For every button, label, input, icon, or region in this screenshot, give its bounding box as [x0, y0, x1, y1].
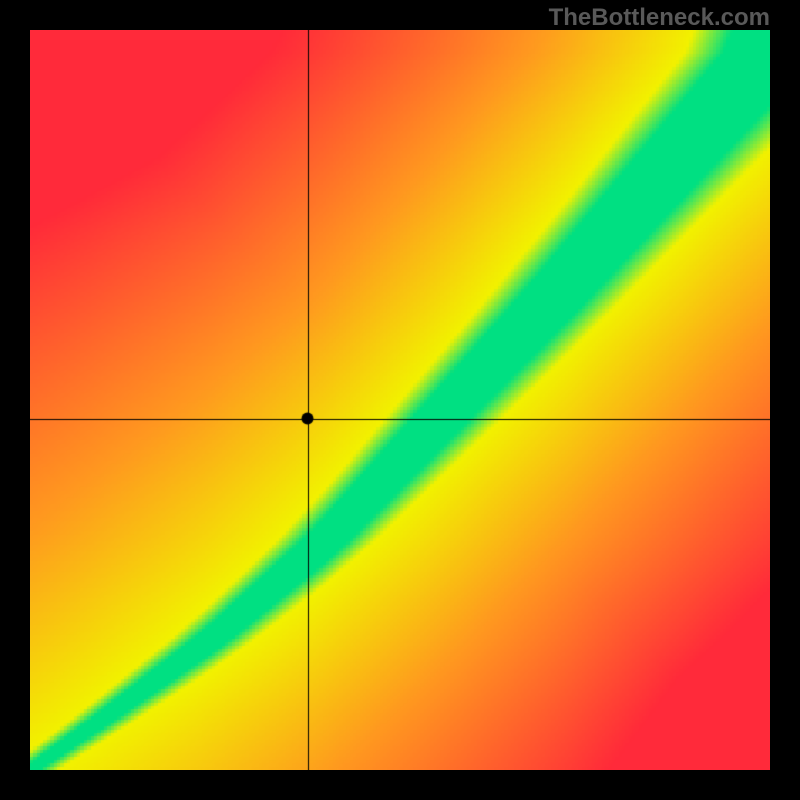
- watermark-text: TheBottleneck.com: [549, 4, 770, 32]
- bottleneck-heatmap: [30, 30, 770, 770]
- chart-container: { "watermark": { "text": "TheBottleneck.…: [0, 0, 800, 800]
